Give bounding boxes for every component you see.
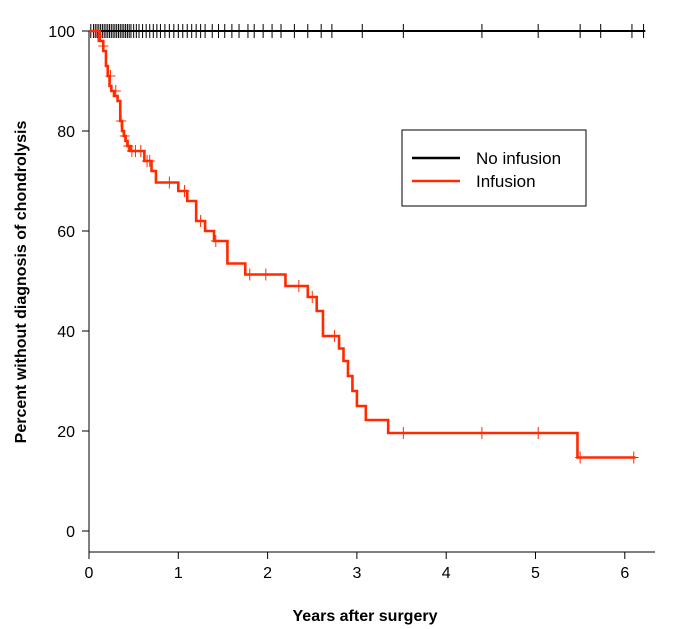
censor-mark-infusion: [195, 215, 206, 227]
y-axis-title: Percent without diagnosis of chondrolysi…: [13, 121, 30, 444]
censor-mark-infusion: [307, 291, 318, 303]
censor-mark-infusion: [398, 427, 409, 439]
series-line-infusion: [89, 29, 636, 459]
censor-mark-infusion: [533, 427, 544, 439]
y-tick-label: 40: [57, 324, 75, 341]
y-tick-label: 100: [48, 24, 75, 41]
censor-mark-infusion: [135, 145, 146, 157]
censor-mark-infusion: [105, 70, 116, 82]
x-axis-title: Years after surgery: [293, 608, 438, 625]
series-no-infusion: [89, 24, 646, 38]
legend-label-infusion: Infusion: [476, 172, 536, 191]
x-tick-label: 6: [620, 565, 629, 582]
censor-mark-infusion: [476, 427, 487, 439]
censor-mark-infusion: [628, 451, 639, 464]
x-tick-label: 0: [85, 565, 94, 582]
legend-box: [401, 129, 587, 207]
y-tick-label: 0: [66, 524, 75, 541]
x-tick-label: 1: [174, 565, 183, 582]
censor-mark-infusion: [164, 176, 175, 189]
censor-mark-infusion: [98, 40, 109, 52]
legend: No infusion Infusion: [401, 129, 587, 207]
x-tick-label: 3: [352, 565, 361, 582]
series-layer: [89, 24, 646, 464]
censor-mark-infusion: [210, 235, 221, 247]
censor-mark-infusion: [575, 451, 586, 464]
censor-mark-infusion: [260, 268, 271, 281]
censor-mark-infusion: [293, 280, 304, 292]
censor-mark-infusion: [329, 330, 340, 342]
series-infusion: [89, 29, 639, 464]
censor-mark-infusion: [119, 130, 130, 142]
y-tick-label: 20: [57, 424, 75, 441]
y-tick-label: 80: [57, 124, 75, 141]
censor-mark-infusion: [179, 185, 190, 197]
censor-mark-infusion: [116, 115, 127, 127]
x-tick-label: 4: [442, 565, 451, 582]
x-tick-label: 5: [531, 565, 540, 582]
censor-mark-infusion: [244, 268, 255, 281]
censor-mark-infusion: [110, 85, 121, 97]
y-tick-label: 60: [57, 224, 75, 241]
legend-label-no-infusion: No infusion: [476, 149, 561, 168]
censor-mark-infusion: [144, 155, 155, 167]
x-tick-label: 2: [263, 565, 272, 582]
censor-mark-infusion: [92, 30, 103, 42]
